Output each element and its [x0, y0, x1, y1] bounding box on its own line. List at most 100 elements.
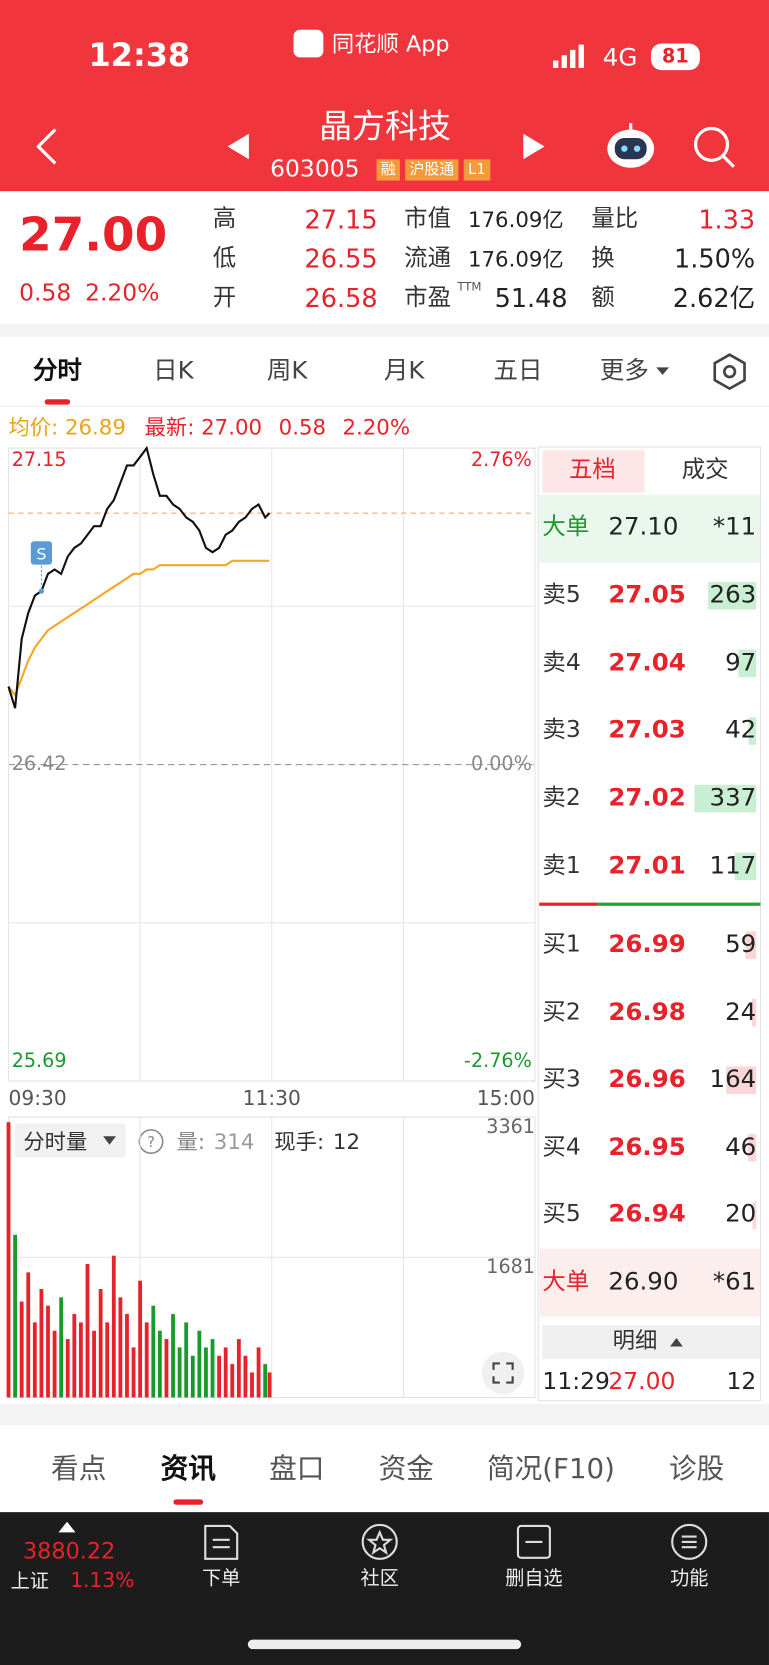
volume-bar — [105, 1322, 110, 1398]
footer-bg — [0, 1512, 769, 1665]
stat-label: 市值 — [404, 206, 451, 233]
order-price: 27.04 — [608, 649, 686, 677]
tag: 沪股通 — [405, 159, 459, 181]
tab-underline — [44, 399, 71, 405]
tab-underline — [173, 1499, 204, 1505]
volume-bar — [19, 1301, 24, 1398]
volume-bar — [267, 1372, 272, 1398]
stat-value: 26.55 — [304, 244, 378, 274]
order-volume: *11 — [712, 513, 757, 542]
bottom-tab[interactable]: 资金 — [378, 1453, 434, 1486]
robot-icon[interactable] — [607, 123, 655, 168]
annotation-box — [30, 541, 53, 565]
order-price: 27.01 — [608, 851, 686, 880]
orderbook-tab[interactable]: 成交 — [681, 456, 729, 484]
volume-value: 314 — [213, 1128, 255, 1155]
network: 4G — [602, 44, 638, 72]
nav-item[interactable]: 删自选 — [505, 1567, 563, 1590]
volume-bar — [263, 1364, 268, 1398]
chart-tab[interactable]: 更多 — [599, 357, 649, 385]
bottom-tab[interactable]: 盘口 — [269, 1453, 325, 1486]
chart-tab[interactable]: 月K — [383, 357, 425, 385]
app-logo — [293, 29, 324, 58]
divider — [539, 902, 598, 906]
volume-bar — [230, 1364, 235, 1398]
prev-arrow[interactable] — [227, 133, 249, 160]
volume-bar — [204, 1347, 208, 1398]
bottom-tab[interactable]: 资讯 — [160, 1453, 216, 1486]
stat-value: 2.62亿 — [672, 283, 756, 314]
volume-bar — [92, 1330, 96, 1398]
nav-item[interactable]: 功能 — [670, 1567, 709, 1590]
x-tick-label: 11:30 — [242, 1086, 301, 1111]
volume-bar — [177, 1347, 182, 1398]
order-price: 27.10 — [608, 513, 679, 542]
nav-icons — [204, 1523, 708, 1560]
detail-caret — [670, 1337, 683, 1347]
volume-bar — [138, 1280, 143, 1398]
order-price: 26.94 — [608, 1200, 686, 1229]
orderbook-tab[interactable]: 五档 — [569, 456, 616, 484]
volume-bar — [223, 1347, 228, 1398]
nav-item[interactable]: 下单 — [202, 1567, 241, 1590]
order-volume: 20 — [725, 1200, 757, 1229]
order-price: 26.98 — [608, 998, 686, 1026]
trade-time: 11:29 — [542, 1368, 610, 1396]
volume-bar — [164, 1339, 169, 1398]
order-label: 卖3 — [542, 717, 581, 744]
bottom-tab[interactable]: 诊股 — [668, 1453, 725, 1486]
latest-change-pct: 2.20% — [342, 414, 411, 440]
search-icon[interactable] — [693, 126, 736, 168]
stat-value: 176.09亿 — [467, 246, 564, 272]
volume-bar — [694, 784, 757, 813]
next-arrow[interactable] — [523, 133, 545, 160]
volume-selector[interactable]: 分时量 — [23, 1128, 88, 1155]
y-tick-label: 25.69 — [11, 1050, 67, 1073]
annotation-point — [38, 588, 45, 594]
volume-bar — [752, 1201, 757, 1230]
chart-tab[interactable]: 周K — [266, 357, 308, 385]
price-change: 0.58 — [19, 280, 72, 307]
bottom-tab[interactable]: 简况(F10) — [486, 1453, 615, 1486]
trade-price: 27.00 — [608, 1368, 676, 1396]
y-tick-label: 26.42 — [11, 752, 67, 776]
volume-bar — [747, 1133, 757, 1162]
stat-value: 1.33 — [698, 204, 756, 235]
order-volume: 46 — [725, 1133, 757, 1161]
order-volume: 337 — [709, 784, 757, 812]
volume-bar — [125, 1314, 129, 1398]
nav-item[interactable]: 社区 — [360, 1567, 399, 1590]
volume-bar — [32, 1322, 37, 1398]
volume-bar — [144, 1322, 149, 1398]
stat-label-sup: TTM — [457, 279, 482, 294]
x-tick-label: 15:00 — [476, 1086, 535, 1111]
order-label: 卖2 — [542, 784, 581, 812]
chart-tab[interactable]: 五日 — [493, 357, 543, 385]
annotation-text: S — [36, 544, 46, 563]
latest-price: 最新: 27.00 — [144, 414, 263, 440]
volume-bar — [250, 1372, 254, 1398]
order-label: 卖5 — [542, 581, 581, 609]
settings-icon[interactable] — [713, 353, 746, 391]
y2-tick-label: 2.76% — [470, 449, 532, 472]
y-tick-label: 27.15 — [11, 449, 67, 472]
help-icon[interactable]: ? — [138, 1129, 164, 1155]
bottom-tab[interactable]: 看点 — [51, 1453, 107, 1486]
chart-tab[interactable]: 分时 — [32, 357, 82, 385]
back-button[interactable] — [36, 128, 57, 165]
volume-bar — [98, 1289, 103, 1398]
volume-bar — [745, 931, 757, 959]
tab-bg — [542, 450, 645, 493]
order-volume: 97 — [725, 649, 757, 677]
volume-bar — [65, 1339, 70, 1398]
chart-tab[interactable]: 日K — [153, 357, 194, 385]
order-label: 买4 — [542, 1133, 581, 1161]
detail-toggle[interactable]: 明细 — [612, 1327, 658, 1354]
volume-bar — [26, 1272, 31, 1398]
order-label: 买5 — [542, 1201, 581, 1228]
expand-button[interactable] — [481, 1351, 525, 1395]
volume-tick-label: 3361 — [486, 1116, 535, 1139]
